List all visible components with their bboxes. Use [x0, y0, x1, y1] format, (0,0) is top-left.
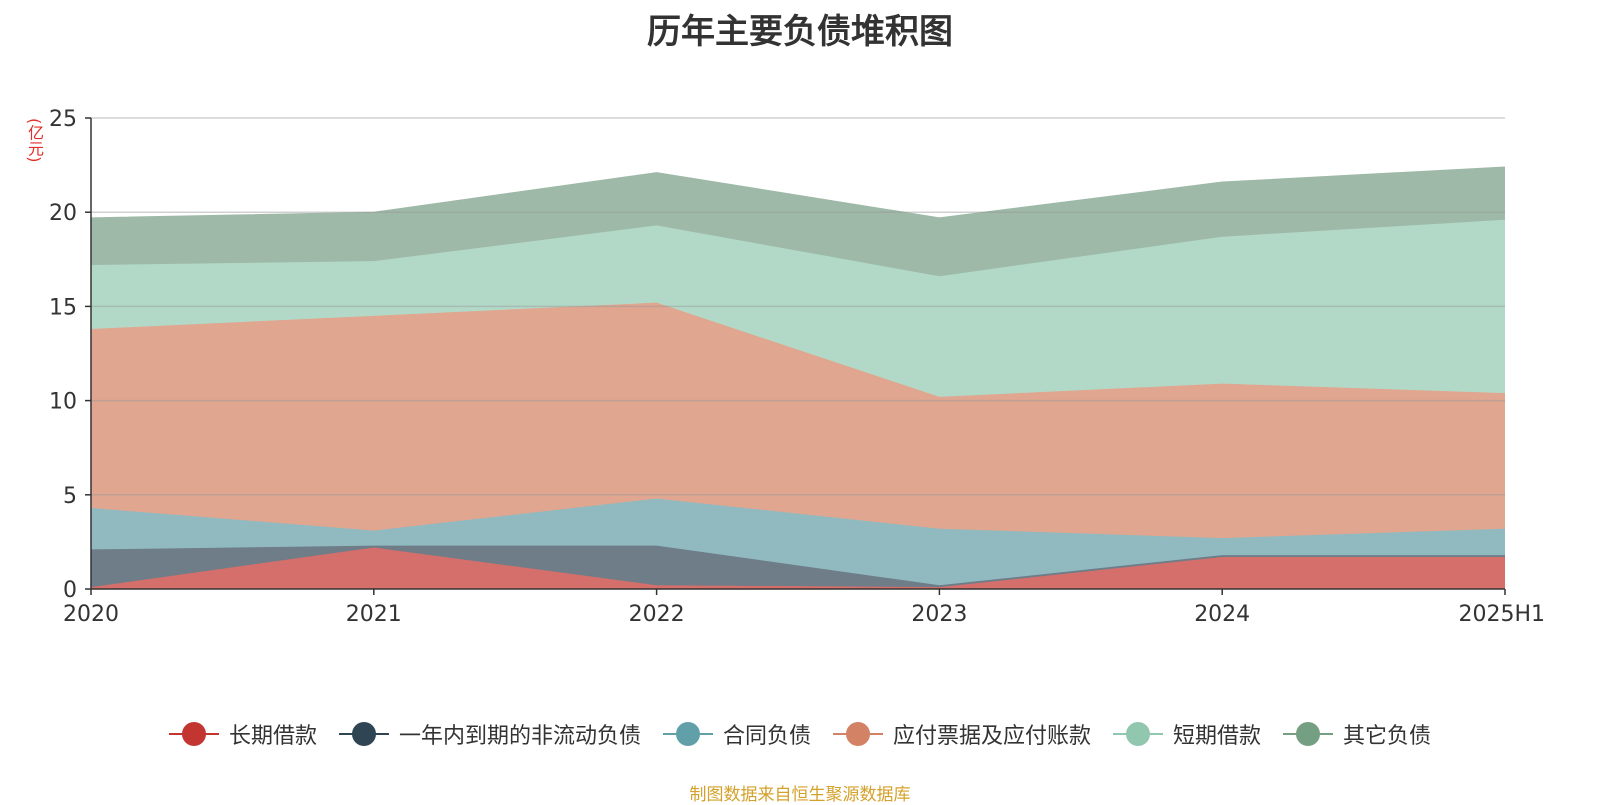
legend-label: 长期借款	[228, 724, 317, 749]
area-series	[90, 166, 1506, 589]
y-tick-label: 10	[49, 390, 77, 415]
legend-marker-icon	[168, 722, 219, 746]
legend-item[interactable]: 短期借款	[1113, 718, 1261, 750]
legend-marker-icon	[1283, 722, 1334, 746]
y-tick-label: 5	[63, 484, 77, 509]
x-tick-label: 2020	[63, 602, 119, 627]
legend-label: 应付票据及应付账款	[893, 724, 1092, 749]
series-area-1	[91, 545, 1505, 588]
chart-title: 历年主要负债堆积图	[647, 12, 953, 52]
y-tick-label: 0	[63, 578, 77, 603]
legend-item[interactable]: 应付票据及应付账款	[833, 718, 1091, 750]
legend-label: 短期借款	[1173, 724, 1262, 749]
stacked-area-chart: 0 5 10 15 20 25 2020 2021 2022 2023 2024 2025H1	[49, 107, 1545, 627]
y-tick-label: 15	[49, 295, 77, 320]
legend-marker-icon	[833, 722, 883, 746]
source-note: 制图数据来自恒生聚源数据库	[689, 785, 911, 805]
legend-marker-icon	[662, 722, 713, 746]
series-line-5	[90, 166, 1506, 219]
y-tick-label: 25	[49, 107, 77, 132]
series-area-3	[91, 302, 1505, 539]
legend-marker-icon	[1113, 722, 1164, 746]
y-axis-unit: (亿元)	[25, 118, 44, 163]
legend: 长期借款 一年内到期的非流动负债 合同负债 应付票据及应付账款 短期借款 其它负债	[0, 718, 1600, 750]
legend-label: 其它负债	[1343, 724, 1432, 749]
x-tick-label: 2021	[346, 602, 402, 627]
x-tick-label: 2025H1	[1458, 602, 1545, 627]
series-area-4	[91, 219, 1505, 397]
legend-marker-icon	[338, 722, 389, 746]
legend-item[interactable]: 一年内到期的非流动负债	[338, 718, 641, 750]
legend-label: 一年内到期的非流动负债	[398, 724, 641, 749]
series-area-0	[91, 547, 1505, 589]
legend-item[interactable]: 长期借款	[168, 718, 317, 750]
legend-item[interactable]: 其它负债	[1283, 718, 1431, 750]
series-area-2	[91, 498, 1505, 586]
legend-label: 合同负债	[722, 724, 811, 749]
series-area-5	[91, 166, 1505, 277]
y-tick-label: 20	[49, 201, 77, 226]
legend-item[interactable]: 合同负债	[662, 718, 811, 750]
grid-lines	[91, 117, 1505, 496]
x-tick-label: 2022	[629, 602, 685, 627]
x-tick-label: 2023	[911, 602, 967, 627]
axes: 0 5 10 15 20 25 2020 2021 2022 2023 2024 2025H1	[49, 107, 1545, 627]
x-tick-label: 2024	[1194, 602, 1250, 627]
